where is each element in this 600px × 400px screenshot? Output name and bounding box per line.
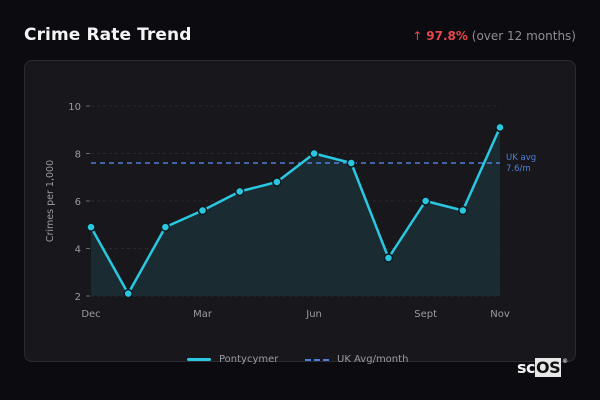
data-point[interactable] (86, 222, 96, 232)
legend-label: Pontycymer (219, 354, 279, 365)
dashed-line-swatch-icon (305, 358, 329, 361)
y-tick-label: 6 (75, 197, 81, 208)
chart-legend: Pontycymer UK Avg/month (0, 354, 600, 370)
x-tick-label: Nov (490, 309, 510, 320)
data-point[interactable] (197, 205, 208, 216)
change-period: (over 12 months) (471, 29, 576, 43)
data-point[interactable] (309, 148, 319, 159)
solid-line-swatch-icon (187, 358, 211, 361)
logo-prefix: sc (517, 358, 536, 377)
area-fill (91, 127, 500, 296)
x-tick-label: Dec (81, 309, 100, 320)
uk-avg-annotation: UK avg (506, 153, 536, 163)
arrow-up-icon: ↑ (412, 29, 423, 43)
data-point[interactable] (160, 222, 171, 232)
data-point[interactable] (346, 158, 357, 168)
y-axis-label: Crimes per 1,000 (45, 160, 56, 242)
legend-item-uk-avg[interactable]: UK Avg/month (305, 354, 408, 365)
registered-mark-icon: ® (562, 358, 568, 365)
data-point[interactable] (383, 253, 394, 263)
page-title: Crime Rate Trend (24, 25, 192, 45)
x-tick-label: Jun (305, 309, 322, 320)
scos-logo: scOS ® (517, 358, 568, 377)
data-point[interactable] (234, 186, 245, 197)
data-point[interactable] (272, 177, 282, 187)
y-tick-label: 4 (75, 245, 81, 256)
data-point[interactable] (420, 196, 431, 206)
change-indicator: ↑ 97.8% (over 12 months) (412, 29, 576, 43)
x-tick-label: Mar (193, 309, 213, 320)
legend-label: UK Avg/month (337, 354, 409, 365)
y-tick-label: 10 (68, 102, 81, 113)
uk-avg-annotation-value: 7.6/m (506, 164, 531, 174)
data-point[interactable] (458, 205, 468, 216)
series-line-pontycymer (89, 126, 502, 295)
y-tick-label: 2 (75, 292, 81, 303)
data-point[interactable] (123, 288, 133, 299)
legend-item-pontycymer[interactable]: Pontycymer (187, 354, 278, 365)
change-percent: 97.8% (426, 29, 468, 43)
y-tick-label: 8 (75, 150, 81, 161)
x-tick-label: Sept (414, 309, 437, 320)
data-point[interactable] (495, 122, 505, 133)
logo-highlight: OS (535, 358, 562, 377)
